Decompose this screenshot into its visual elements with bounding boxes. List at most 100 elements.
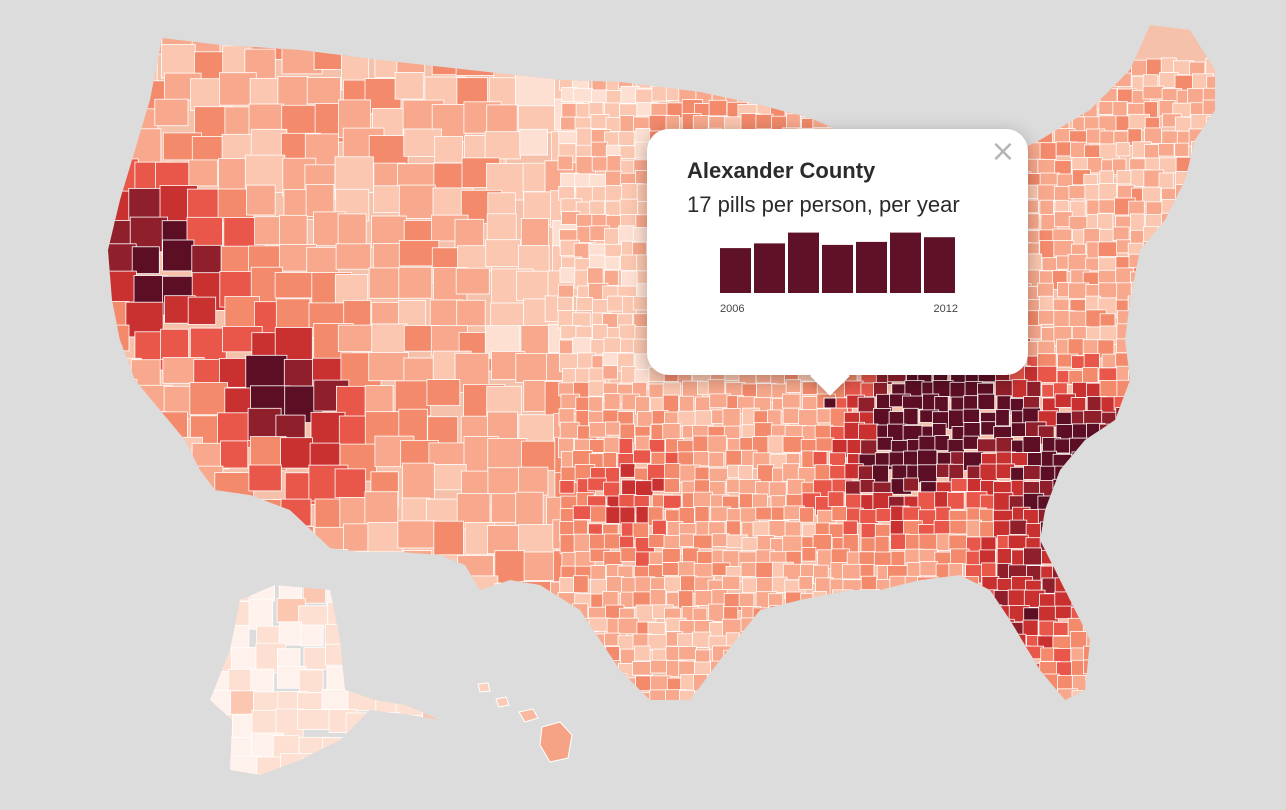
county[interactable] (753, 72, 770, 89)
county[interactable] (1188, 675, 1206, 694)
county[interactable] (1190, 508, 1208, 529)
county[interactable] (424, 777, 457, 807)
county[interactable] (723, 649, 739, 666)
county[interactable] (1173, 213, 1190, 233)
county[interactable] (1173, 381, 1189, 402)
county[interactable] (752, 634, 773, 654)
county[interactable] (1172, 533, 1189, 552)
county[interactable] (557, 296, 574, 312)
county[interactable] (1037, 508, 1059, 524)
county[interactable] (812, 451, 828, 466)
county[interactable] (1042, 114, 1061, 128)
county[interactable] (1144, 323, 1162, 343)
county[interactable] (782, 463, 800, 482)
county[interactable] (917, 88, 934, 108)
county[interactable] (203, 754, 229, 776)
county[interactable] (1187, 631, 1202, 649)
county[interactable] (831, 506, 847, 521)
county[interactable] (1131, 702, 1145, 719)
county[interactable] (1130, 536, 1150, 556)
county[interactable] (1100, 507, 1122, 523)
county[interactable] (1011, 379, 1028, 399)
county[interactable] (933, 702, 952, 715)
county[interactable] (771, 704, 789, 721)
county[interactable] (515, 491, 544, 526)
county[interactable] (995, 618, 1015, 637)
county[interactable] (1176, 592, 1197, 610)
county[interactable] (740, 660, 759, 676)
county[interactable] (873, 86, 893, 104)
county[interactable] (994, 379, 1014, 397)
county[interactable] (981, 689, 998, 708)
county[interactable] (1114, 450, 1134, 466)
county[interactable] (1052, 228, 1073, 243)
county[interactable] (494, 550, 525, 584)
county[interactable] (962, 72, 980, 88)
county[interactable] (1128, 508, 1144, 529)
county[interactable] (1129, 450, 1149, 469)
county[interactable] (785, 71, 801, 88)
county[interactable] (1117, 310, 1133, 325)
county[interactable] (962, 435, 980, 450)
county[interactable] (917, 101, 939, 119)
county[interactable] (1159, 493, 1175, 509)
county[interactable] (1085, 534, 1104, 550)
county[interactable] (1219, 311, 1235, 326)
county[interactable] (431, 47, 461, 76)
county[interactable] (561, 650, 578, 666)
county[interactable] (1219, 689, 1238, 704)
county[interactable] (158, 526, 190, 559)
county[interactable] (247, 552, 291, 591)
county[interactable] (372, 242, 404, 270)
county[interactable] (904, 663, 925, 682)
county[interactable] (1097, 704, 1114, 721)
county[interactable] (560, 620, 578, 641)
county[interactable] (1219, 297, 1238, 316)
county[interactable] (1205, 172, 1223, 191)
county[interactable] (102, 135, 133, 165)
county[interactable] (217, 520, 255, 556)
county[interactable] (874, 100, 895, 116)
county[interactable] (1174, 521, 1193, 538)
county[interactable] (1131, 550, 1149, 565)
county[interactable] (1132, 492, 1148, 509)
county[interactable] (1037, 340, 1056, 356)
county[interactable] (396, 780, 418, 804)
county[interactable] (618, 688, 637, 705)
county[interactable] (935, 673, 958, 688)
county[interactable] (1041, 689, 1061, 704)
county[interactable] (1117, 579, 1137, 599)
county[interactable] (562, 368, 577, 384)
county[interactable] (707, 75, 724, 96)
county[interactable] (1112, 226, 1130, 241)
county[interactable] (1084, 703, 1101, 720)
county[interactable] (692, 115, 709, 131)
county[interactable] (949, 519, 968, 535)
county[interactable] (693, 674, 708, 693)
county[interactable] (979, 59, 996, 80)
county[interactable] (248, 598, 274, 630)
county[interactable] (1128, 421, 1144, 438)
county[interactable] (1144, 422, 1161, 439)
county[interactable] (1202, 213, 1219, 231)
county[interactable] (737, 673, 755, 691)
county[interactable] (1159, 351, 1177, 370)
county[interactable] (521, 440, 558, 471)
county[interactable] (1206, 116, 1221, 137)
county[interactable] (917, 449, 938, 467)
county[interactable] (1222, 339, 1240, 355)
county[interactable] (1177, 313, 1197, 328)
county[interactable] (1069, 537, 1086, 557)
county[interactable] (1160, 383, 1176, 400)
county[interactable] (724, 71, 745, 90)
county[interactable] (1144, 579, 1163, 599)
county[interactable] (1098, 60, 1119, 75)
county[interactable] (816, 408, 833, 424)
county[interactable] (844, 380, 864, 398)
county[interactable] (1220, 622, 1236, 641)
county[interactable] (948, 674, 969, 690)
county[interactable] (694, 410, 714, 427)
county[interactable] (1117, 705, 1131, 720)
county[interactable] (1102, 480, 1117, 500)
county[interactable] (1222, 578, 1241, 597)
